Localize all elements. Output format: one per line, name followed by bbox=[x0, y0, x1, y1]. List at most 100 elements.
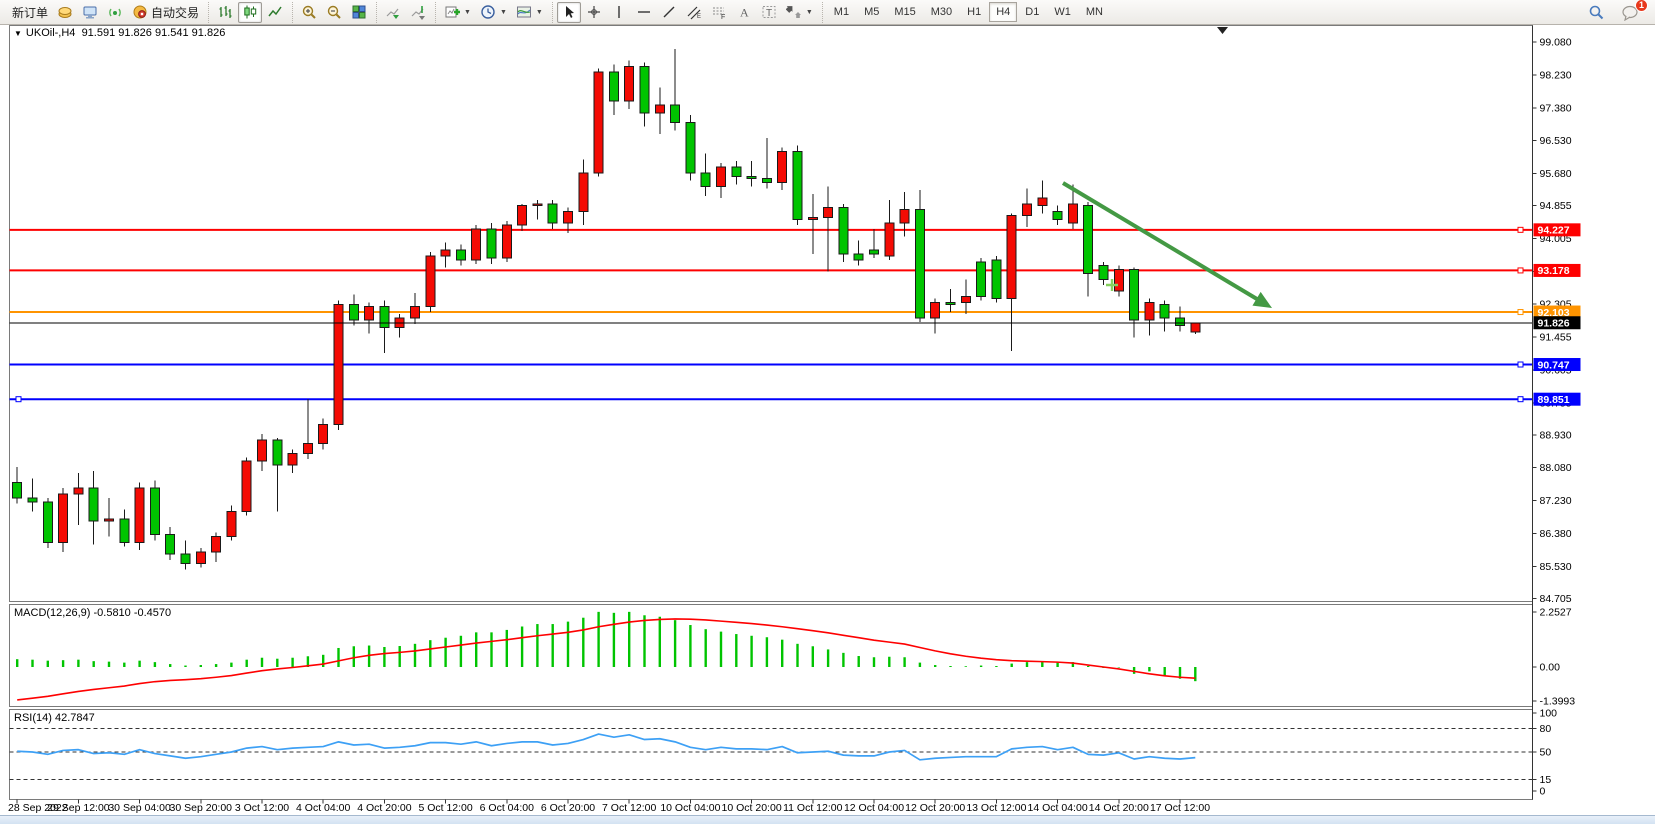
tile-windows-button[interactable] bbox=[347, 2, 371, 23]
svg-text:-1.3993: -1.3993 bbox=[1540, 696, 1576, 708]
channel-tool-button[interactable]: E bbox=[682, 2, 706, 23]
svg-text:11 Oct 12:00: 11 Oct 12:00 bbox=[783, 802, 843, 814]
svg-text:13 Oct 12:00: 13 Oct 12:00 bbox=[966, 802, 1026, 814]
timeframe-button-M15[interactable]: M15 bbox=[894, 6, 916, 18]
svg-text:14 Oct 04:00: 14 Oct 04:00 bbox=[1028, 802, 1088, 814]
zoom-out-button[interactable] bbox=[322, 2, 346, 23]
svg-text:93.178: 93.178 bbox=[1538, 265, 1570, 277]
auto-scroll-button[interactable] bbox=[381, 2, 405, 23]
timeframe-button-M1[interactable]: M1 bbox=[833, 6, 850, 18]
periods-button[interactable]: ▼ bbox=[476, 2, 511, 23]
arrows-shapes-icon bbox=[785, 4, 802, 20]
price-level-badge: 90.747 bbox=[1533, 358, 1581, 371]
arrows-tool-button[interactable]: ▼ bbox=[782, 2, 817, 23]
chart-shift-marker[interactable] bbox=[1217, 27, 1228, 34]
svg-text:99.080: 99.080 bbox=[1540, 37, 1572, 49]
autotrading-button[interactable]: 自动交易 bbox=[128, 2, 203, 23]
vertical-line-tool-button[interactable] bbox=[607, 2, 631, 23]
svg-text:2.2527: 2.2527 bbox=[1540, 607, 1572, 619]
timeframe-button-H4[interactable]: H4 bbox=[989, 2, 1018, 22]
svg-text:12 Oct 04:00: 12 Oct 04:00 bbox=[844, 802, 904, 814]
timeframe-button-M5[interactable]: M5 bbox=[864, 6, 880, 18]
price-level-badge: 91.826 bbox=[1533, 316, 1581, 330]
notifications-button[interactable]: 1 bbox=[1617, 0, 1648, 23]
trend-arrow-object[interactable] bbox=[1061, 181, 1272, 308]
svg-text:87.230: 87.230 bbox=[1540, 495, 1572, 507]
cross-marker-object[interactable] bbox=[1106, 279, 1118, 291]
price-level-badge: 92.103 bbox=[1533, 305, 1581, 319]
svg-text:88.930: 88.930 bbox=[1540, 429, 1572, 441]
autotrade-label: 自动交易 bbox=[151, 5, 200, 20]
svg-text:F: F bbox=[721, 14, 725, 20]
market-watch-button[interactable] bbox=[53, 2, 77, 23]
bar-chart-mode-button[interactable] bbox=[213, 2, 237, 23]
horizontal-line-icon bbox=[636, 4, 652, 20]
svg-text:88.080: 88.080 bbox=[1540, 462, 1572, 474]
horizontal-line-tool-button[interactable] bbox=[632, 2, 656, 23]
templates-button[interactable]: ▼ bbox=[512, 2, 547, 23]
svg-text:0: 0 bbox=[1540, 786, 1546, 798]
macd-pane[interactable] bbox=[9, 604, 1533, 707]
label-tool-button[interactable]: T bbox=[757, 2, 781, 23]
chart-title-bar[interactable]: ▼ UKOil-,H4 91.591 91.826 91.541 91.826 bbox=[14, 27, 225, 39]
new-order-button[interactable]: 新订单 bbox=[8, 2, 52, 23]
search-button[interactable] bbox=[1584, 2, 1609, 23]
svg-text:30 Sep 04:00: 30 Sep 04:00 bbox=[108, 802, 171, 814]
horizontal-level-line[interactable] bbox=[9, 361, 1533, 368]
rsi-pane[interactable] bbox=[9, 709, 1533, 800]
timeframe-button-W1[interactable]: W1 bbox=[1054, 6, 1071, 18]
price-axis[interactable]: 99.08098.23097.38096.53095.68094.85594.0… bbox=[1532, 25, 1576, 800]
candlestick-icon bbox=[242, 4, 258, 20]
text-a-icon: A bbox=[736, 4, 752, 20]
notification-badge: 1 bbox=[1635, 0, 1648, 12]
line-chart-mode-button[interactable] bbox=[263, 2, 287, 23]
svg-text:17 Oct 12:00: 17 Oct 12:00 bbox=[1150, 802, 1210, 814]
svg-text:E: E bbox=[697, 14, 701, 20]
svg-text:A: A bbox=[740, 6, 749, 20]
fibonacci-icon: F bbox=[711, 4, 727, 20]
tile-windows-icon bbox=[351, 4, 367, 20]
chart-shift-button[interactable] bbox=[406, 2, 430, 23]
svg-text:89.851: 89.851 bbox=[1538, 394, 1570, 406]
candles bbox=[12, 48, 1201, 570]
svg-text:80: 80 bbox=[1540, 723, 1552, 735]
new-chart-button[interactable]: ▼ bbox=[440, 2, 475, 23]
svg-text:94.855: 94.855 bbox=[1540, 200, 1572, 212]
svg-text:90.747: 90.747 bbox=[1538, 359, 1570, 371]
svg-text:7 Oct 12:00: 7 Oct 12:00 bbox=[602, 802, 656, 814]
rsi-name: RSI(14) bbox=[14, 712, 52, 724]
fibonacci-tool-button[interactable]: F bbox=[707, 2, 731, 23]
horizontal-level-line[interactable] bbox=[9, 226, 1533, 233]
candlestick-mode-button[interactable] bbox=[238, 1, 263, 23]
timeframe-button-H1[interactable]: H1 bbox=[967, 6, 982, 18]
signals-button[interactable] bbox=[103, 2, 127, 23]
horizontal-level-line[interactable] bbox=[9, 267, 1533, 274]
svg-text:28 Sep 2022: 28 Sep 2022 bbox=[8, 802, 68, 814]
svg-text:4 Oct 20:00: 4 Oct 20:00 bbox=[357, 802, 411, 814]
terminal-button[interactable] bbox=[78, 2, 102, 23]
timeframe-button-M30[interactable]: M30 bbox=[930, 6, 953, 18]
horizontal-level-line[interactable] bbox=[9, 309, 1533, 316]
timeframe-button-D1[interactable]: D1 bbox=[1025, 6, 1040, 18]
zoom-in-button[interactable] bbox=[297, 2, 321, 23]
horizontal-level-line[interactable] bbox=[9, 396, 1533, 403]
crosshair-tool-button[interactable] bbox=[582, 2, 606, 23]
cursor-tool-button[interactable] bbox=[556, 1, 581, 23]
svg-text:94.227: 94.227 bbox=[1538, 225, 1570, 237]
chevron-down-icon: ▼ bbox=[464, 8, 471, 16]
chart-dropdown-icon[interactable]: ▼ bbox=[14, 29, 22, 38]
chart-symbol-period: UKOil-,H4 bbox=[25, 27, 76, 39]
signal-icon bbox=[107, 4, 123, 20]
text-tool-button[interactable]: A bbox=[732, 2, 756, 23]
chart-ohlc-values: 91.591 91.826 91.541 91.826 bbox=[81, 27, 226, 39]
main-price-pane[interactable] bbox=[9, 25, 1533, 602]
svg-text:12 Oct 20:00: 12 Oct 20:00 bbox=[905, 802, 965, 814]
vertical-line-icon bbox=[611, 4, 627, 20]
svg-text:84.705: 84.705 bbox=[1540, 593, 1572, 605]
trendline-tool-button[interactable] bbox=[657, 2, 681, 23]
svg-text:14 Oct 20:00: 14 Oct 20:00 bbox=[1089, 802, 1149, 814]
timeframe-button-MN[interactable]: MN bbox=[1085, 6, 1103, 18]
